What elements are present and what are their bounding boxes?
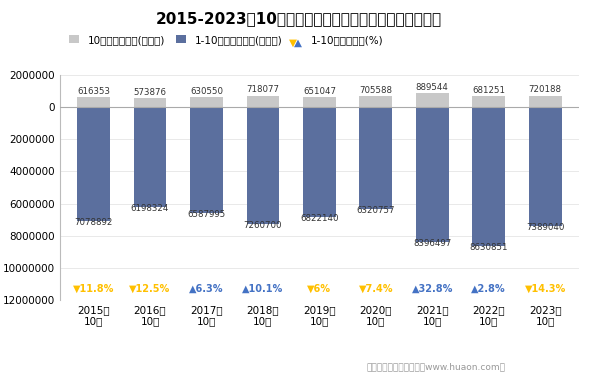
Text: 616353: 616353 <box>77 87 110 96</box>
Text: ▼14.3%: ▼14.3% <box>525 284 566 294</box>
Bar <box>416 93 449 107</box>
Text: ▲6.3%: ▲6.3% <box>189 284 224 294</box>
Text: 6587995: 6587995 <box>187 210 226 219</box>
Text: 889544: 889544 <box>416 83 449 92</box>
Text: 681251: 681251 <box>472 86 505 95</box>
Bar <box>529 96 562 107</box>
Bar <box>134 107 167 207</box>
Text: ▼7.4%: ▼7.4% <box>359 284 393 294</box>
Bar <box>247 96 279 107</box>
Text: 7389040: 7389040 <box>526 223 564 232</box>
Text: 720188: 720188 <box>529 86 562 94</box>
Bar <box>529 107 562 226</box>
Text: ▲2.8%: ▲2.8% <box>472 284 506 294</box>
Text: 6320757: 6320757 <box>356 206 395 214</box>
Text: ▼11.8%: ▼11.8% <box>73 284 114 294</box>
Bar <box>77 107 110 221</box>
Text: 8630851: 8630851 <box>469 243 508 252</box>
Text: 6198324: 6198324 <box>131 204 169 213</box>
Text: ▼12.5%: ▼12.5% <box>130 284 171 294</box>
Bar <box>303 107 336 217</box>
Bar <box>303 97 336 107</box>
Text: 651047: 651047 <box>303 87 336 96</box>
Bar <box>359 107 392 209</box>
Bar <box>190 97 223 107</box>
Text: 7078892: 7078892 <box>75 218 113 227</box>
Text: 制图：华经产业研究院（www.huaon.com）: 制图：华经产业研究院（www.huaon.com） <box>367 362 505 371</box>
Bar <box>472 107 505 246</box>
Bar <box>472 96 505 107</box>
Text: 8396497: 8396497 <box>413 239 451 248</box>
Text: 573876: 573876 <box>134 88 167 97</box>
Text: 7260700: 7260700 <box>244 220 282 230</box>
Text: 705588: 705588 <box>359 86 392 94</box>
Text: ▼6%: ▼6% <box>307 284 331 294</box>
Text: ▲32.8%: ▲32.8% <box>411 284 453 294</box>
Text: 718077: 718077 <box>247 86 279 94</box>
Bar <box>247 107 279 224</box>
Bar <box>416 107 449 242</box>
Text: 6822140: 6822140 <box>300 214 338 223</box>
Bar <box>77 97 110 107</box>
Legend: 10月进出口总额(万美元), 1-10月进出口总额(万美元), 1-10月同比增速(%): 10月进出口总额(万美元), 1-10月进出口总额(万美元), 1-10月同比增… <box>65 31 388 49</box>
Text: 2015-2023年10月浙江省外商投资企业进出口总额统计图: 2015-2023年10月浙江省外商投资企业进出口总额统计图 <box>155 11 442 26</box>
Bar <box>134 98 167 107</box>
Bar <box>190 107 223 213</box>
Text: 630550: 630550 <box>190 87 223 96</box>
Text: ▲10.1%: ▲10.1% <box>242 284 284 294</box>
Bar <box>359 96 392 107</box>
